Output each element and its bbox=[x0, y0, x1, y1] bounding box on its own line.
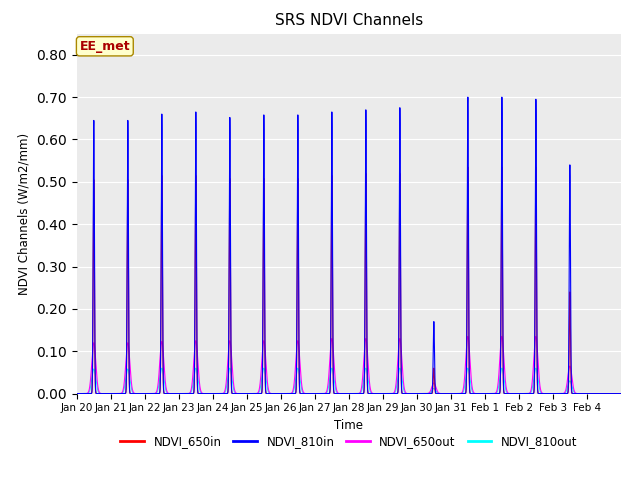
NDVI_810out bbox=[158, 365, 166, 371]
NDVI_810out bbox=[270, 391, 278, 396]
NDVI_810in bbox=[476, 391, 484, 396]
NDVI_810in bbox=[506, 391, 513, 396]
X-axis label: Time: Time bbox=[334, 419, 364, 432]
NDVI_650out bbox=[100, 391, 108, 396]
NDVI_810out bbox=[419, 391, 426, 396]
Line: NDVI_650out: NDVI_650out bbox=[77, 336, 621, 394]
NDVI_650in bbox=[464, 164, 472, 170]
NDVI_810in bbox=[589, 391, 597, 396]
NDVI_650in bbox=[617, 391, 625, 396]
NDVI_810out bbox=[395, 369, 403, 374]
NDVI_650in bbox=[419, 391, 426, 396]
NDVI_650out bbox=[73, 391, 81, 396]
Legend: NDVI_650in, NDVI_810in, NDVI_650out, NDVI_810out: NDVI_650in, NDVI_810in, NDVI_650out, NDV… bbox=[116, 430, 582, 453]
NDVI_650in bbox=[100, 391, 108, 396]
Text: EE_met: EE_met bbox=[79, 40, 130, 53]
NDVI_650in bbox=[506, 391, 513, 396]
Y-axis label: NDVI Channels (W/m2/mm): NDVI Channels (W/m2/mm) bbox=[18, 132, 31, 295]
Line: NDVI_650in: NDVI_650in bbox=[77, 167, 621, 394]
NDVI_810out bbox=[100, 391, 108, 396]
NDVI_650in bbox=[476, 391, 484, 396]
NDVI_650out bbox=[476, 391, 484, 396]
NDVI_810in bbox=[100, 391, 108, 396]
NDVI_810out bbox=[506, 391, 513, 396]
NDVI_810in bbox=[395, 343, 403, 348]
NDVI_650out bbox=[395, 344, 403, 349]
NDVI_810in bbox=[617, 391, 625, 396]
Line: NDVI_810out: NDVI_810out bbox=[77, 368, 621, 394]
Title: SRS NDVI Channels: SRS NDVI Channels bbox=[275, 13, 423, 28]
NDVI_650out bbox=[270, 391, 278, 396]
NDVI_810out bbox=[476, 391, 484, 396]
NDVI_650in bbox=[589, 391, 597, 396]
NDVI_810in bbox=[73, 391, 81, 396]
Line: NDVI_810in: NDVI_810in bbox=[77, 97, 621, 394]
NDVI_810in bbox=[464, 94, 472, 100]
NDVI_650in bbox=[270, 391, 278, 396]
NDVI_650out bbox=[617, 391, 625, 396]
NDVI_810out bbox=[617, 391, 625, 396]
NDVI_650in bbox=[395, 354, 403, 360]
NDVI_810in bbox=[270, 391, 278, 396]
NDVI_650in bbox=[73, 391, 81, 396]
NDVI_810in bbox=[419, 391, 426, 396]
NDVI_650out bbox=[506, 391, 513, 396]
NDVI_650out bbox=[464, 334, 472, 339]
NDVI_810out bbox=[73, 391, 81, 396]
NDVI_650out bbox=[419, 391, 426, 396]
